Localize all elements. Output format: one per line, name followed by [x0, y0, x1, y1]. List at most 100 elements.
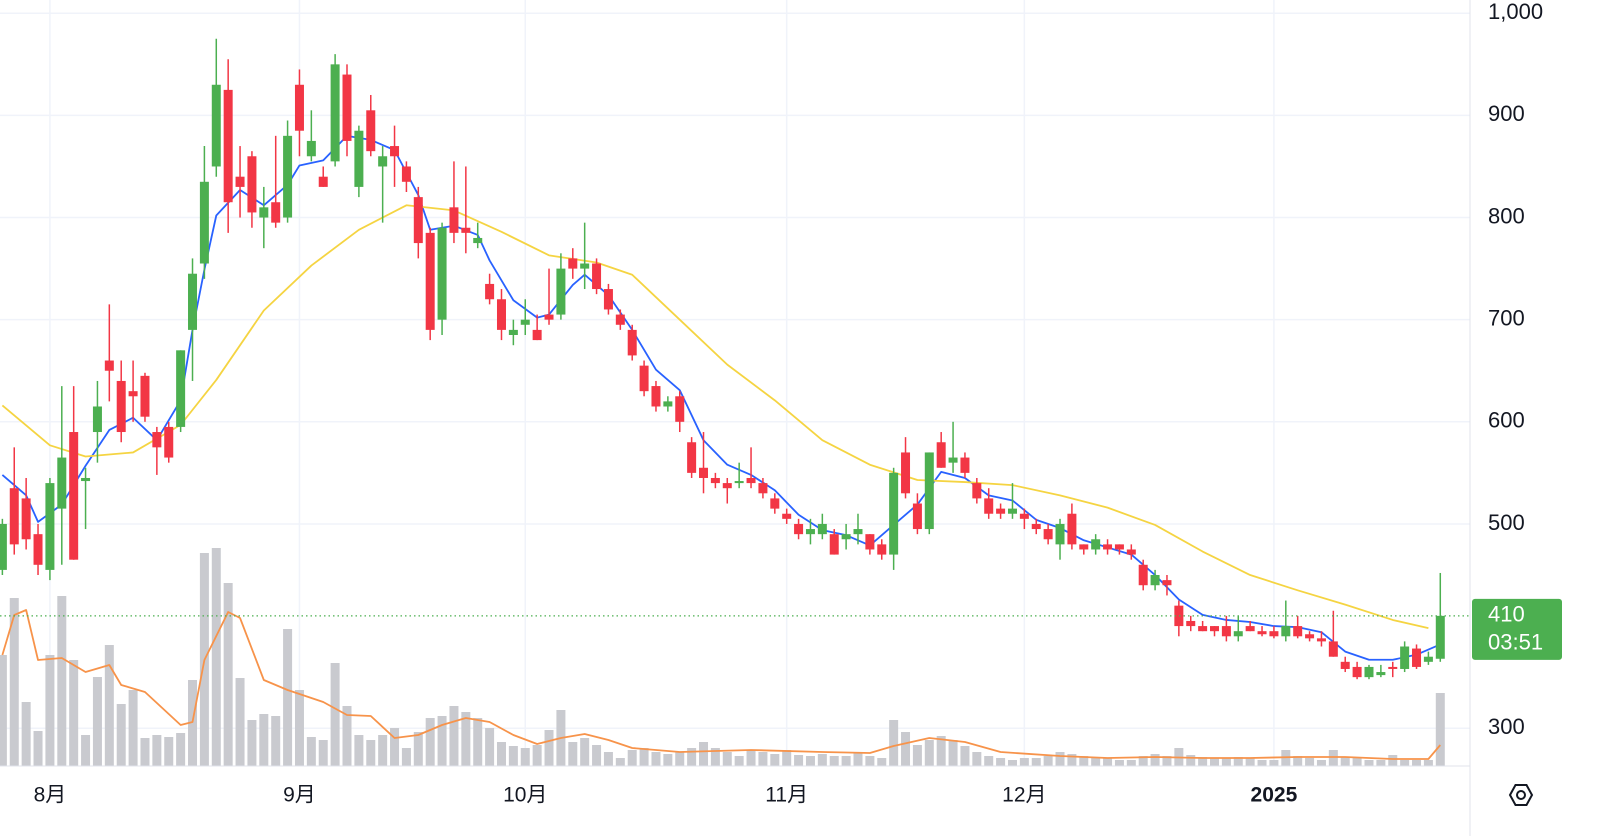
volume-bar: [45, 655, 55, 766]
volume-bar: [1055, 752, 1065, 766]
volume-bar: [1435, 693, 1445, 766]
volume-bar: [235, 678, 245, 766]
volume-bar: [211, 548, 221, 766]
candle-body: [1423, 656, 1433, 662]
volume-bar: [1293, 756, 1303, 766]
settings-icon[interactable]: [1508, 784, 1534, 806]
price-tag-value: 410: [1488, 602, 1525, 627]
candle-body: [758, 483, 768, 494]
candle-body: [722, 483, 732, 489]
volume-bar: [247, 720, 257, 766]
candle-body: [996, 508, 1006, 514]
volume-bar: [853, 752, 863, 766]
volume-bar: [817, 754, 827, 766]
y-tick-label: 500: [1488, 510, 1525, 535]
candle-body: [639, 365, 649, 392]
candle-body: [33, 534, 43, 565]
candle-body: [841, 534, 851, 540]
volume-bar: [568, 742, 578, 766]
volume-bar: [1162, 756, 1172, 766]
y-tick-label: 1,000: [1488, 0, 1543, 24]
volume-bar: [639, 748, 649, 766]
volume-bar: [592, 745, 602, 766]
volume-bar: [1007, 760, 1017, 766]
candle-body: [116, 380, 126, 433]
volume-bar: [627, 750, 637, 766]
candle-body: [318, 176, 328, 187]
candle-body: [889, 472, 899, 555]
candle-body: [140, 375, 150, 417]
candle-body: [817, 523, 827, 535]
volume-bar: [259, 714, 269, 766]
volume-bar: [710, 748, 720, 766]
candle-body: [1007, 508, 1017, 514]
volume-bar: [901, 732, 911, 766]
volume-layer: [0, 548, 1445, 766]
candle-body: [1340, 661, 1350, 669]
volume-bar: [485, 728, 495, 766]
volume-bar: [283, 629, 293, 766]
candle-body: [366, 110, 376, 152]
volume-bar: [271, 716, 281, 766]
volume-bar: [1388, 755, 1398, 766]
volume-bar: [960, 746, 970, 766]
candle-body: [461, 227, 471, 233]
candle-body: [663, 401, 673, 407]
volume-bar: [1269, 760, 1279, 766]
volume-bar: [722, 752, 732, 766]
candle-body: [675, 396, 685, 422]
volume-bar: [366, 740, 376, 766]
volume-bar: [675, 752, 685, 766]
volume-bar: [603, 752, 613, 766]
candle-body: [425, 232, 435, 330]
volume-bar: [1138, 756, 1148, 766]
candle-body: [128, 391, 138, 397]
volume-bar: [1352, 758, 1362, 766]
volume-bar: [1067, 754, 1077, 766]
volume-bar: [996, 758, 1006, 766]
volume-bar: [532, 745, 542, 766]
volume-bar: [69, 660, 79, 766]
volume-bar: [746, 750, 756, 766]
volume-bar: [1328, 750, 1338, 766]
candle-body: [9, 488, 19, 545]
candle-body: [1245, 626, 1255, 632]
candle-body: [401, 166, 411, 182]
volume-bar: [1257, 760, 1267, 766]
volume-bar: [1186, 755, 1196, 766]
volume-bar: [948, 740, 958, 766]
settings-center[interactable]: [1516, 790, 1526, 800]
volume-bar: [865, 756, 875, 766]
volume-bar: [449, 706, 459, 766]
candle-body: [449, 207, 459, 233]
volume-bar: [496, 742, 506, 766]
volume-bar: [0, 655, 7, 766]
volume-bar: [33, 731, 43, 766]
candle-body: [520, 319, 530, 325]
candle-body: [223, 89, 233, 203]
settings-hexagon[interactable]: [1508, 784, 1534, 806]
volume-bar: [318, 740, 328, 766]
candle-body: [1198, 626, 1208, 632]
candle-body: [496, 299, 506, 330]
volume-bar: [425, 718, 435, 766]
volume-bar: [1150, 754, 1160, 766]
candle-body: [1400, 646, 1410, 669]
candle-body: [1067, 513, 1077, 545]
volume-bar: [1091, 758, 1101, 766]
candle-body: [92, 406, 102, 433]
x-tick-label: 9月: [283, 784, 316, 807]
volume-bar: [699, 742, 709, 766]
volume-bar: [1114, 760, 1124, 766]
volume-bar: [877, 758, 887, 766]
volume-bar: [580, 738, 590, 766]
candle-body: [746, 477, 756, 484]
volume-bar: [1340, 757, 1350, 766]
candle-body: [901, 452, 911, 494]
candle-body: [877, 544, 887, 555]
y-tick-label: 800: [1488, 203, 1525, 228]
volume-bar: [1043, 756, 1053, 766]
candle-body: [1388, 666, 1398, 669]
candle-body: [865, 534, 875, 550]
candle-body: [580, 263, 590, 269]
